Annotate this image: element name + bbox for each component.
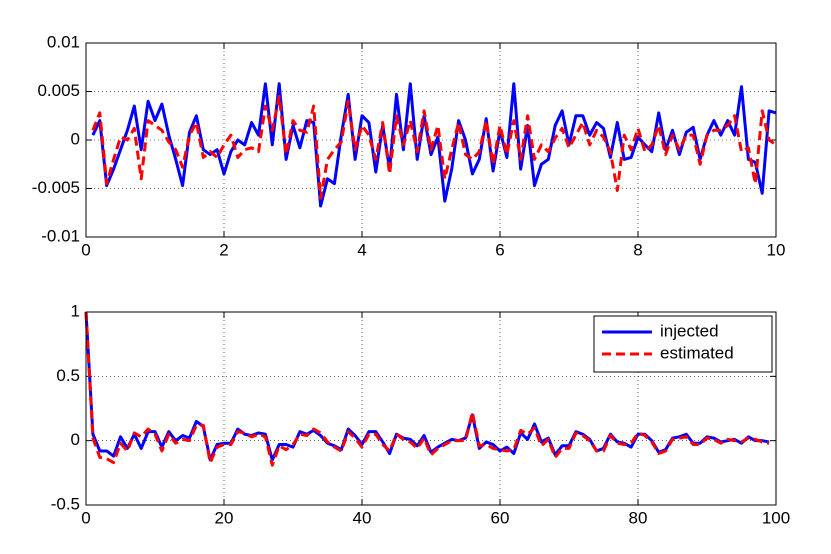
legend-label: injected xyxy=(660,321,719,340)
x-tick-label: 6 xyxy=(495,240,504,259)
x-tick-label: 40 xyxy=(353,508,372,527)
x-tick-label: 60 xyxy=(491,508,510,527)
y-tick-label: 0 xyxy=(71,430,80,449)
y-tick-label: -0.5 xyxy=(51,494,80,513)
y-tick-label: 0.005 xyxy=(37,81,80,100)
x-tick-label: 2 xyxy=(219,240,228,259)
y-tick-label: -0.01 xyxy=(41,226,80,245)
x-tick-label: 0 xyxy=(81,240,90,259)
legend-label: estimated xyxy=(660,343,734,362)
legend: injected estimated xyxy=(593,315,773,373)
y-tick-label: -0.005 xyxy=(32,178,80,197)
x-tick-label: 10 xyxy=(767,240,786,259)
subplot: 0 2 4 6 8 10 -0.01 -0.005 0 0.005 0.01 xyxy=(32,32,786,259)
y-tick-label: 0 xyxy=(71,129,80,148)
x-tick-label: 0 xyxy=(81,508,90,527)
axes-frame xyxy=(85,42,777,238)
x-tick-label: 80 xyxy=(629,508,648,527)
x-tick-label: 8 xyxy=(633,240,642,259)
x-tick-label: 100 xyxy=(762,508,790,527)
series-line xyxy=(84,311,770,467)
y-tick-label: 0.5 xyxy=(56,366,80,385)
x-tick-label: 20 xyxy=(215,508,234,527)
legend-box xyxy=(593,315,773,373)
y-tick-label: 1 xyxy=(71,301,80,320)
axes-frame xyxy=(85,311,777,506)
series-line xyxy=(91,82,777,208)
y-tick-label: 0.01 xyxy=(47,32,80,51)
x-tick-label: 4 xyxy=(357,240,366,259)
